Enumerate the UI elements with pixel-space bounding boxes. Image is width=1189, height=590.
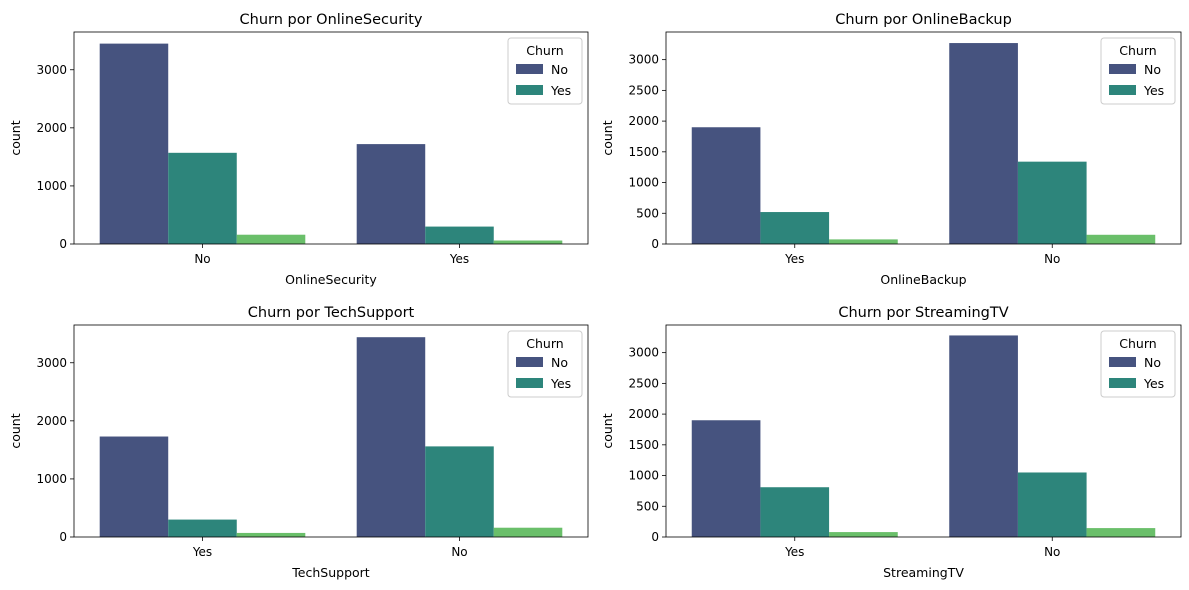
legend-label-yes: Yes (550, 376, 571, 391)
legend-title: Churn (526, 336, 563, 351)
chart-panel-3: Yes No 0 1000 2000 3000 Churn por TechSupport T… (8, 305, 589, 580)
chart-panel-4: Yes No 0 500 1000 1500 2000 2500 3000 Churn por S… (600, 305, 1182, 580)
legend-label-no: No (551, 62, 568, 77)
x-tick-label: Yes (192, 545, 212, 559)
legend: Churn No Yes (507, 330, 583, 398)
x-tick-label: Yes (784, 252, 804, 266)
x-axis-label: OnlineSecurity (285, 272, 377, 287)
y-tick-label: 1000 (628, 176, 659, 190)
legend-swatch-no (516, 64, 543, 74)
bar-no-yes (691, 420, 761, 537)
y-tick-label: 2000 (628, 114, 659, 128)
x-axis-label: OnlineBackup (880, 272, 966, 287)
y-tick-label: 1000 (628, 469, 659, 483)
legend-swatch-no (1109, 64, 1136, 74)
y-axis-label: count (8, 120, 23, 155)
bar-series-3-no (1086, 528, 1156, 537)
plot-frame (665, 31, 1182, 245)
chart-title: Churn por OnlineSecurity (240, 12, 423, 28)
y-tick-label: 0 (59, 237, 67, 251)
chart-panel-1: No Yes 0 1000 2000 3000 Churn por OnlineSecuri… (8, 12, 589, 287)
legend-swatch-yes (1109, 378, 1136, 388)
legend: Churn No Yes (507, 37, 583, 105)
y-tick-label: 500 (636, 206, 659, 220)
bar-no-yes (691, 127, 761, 244)
y-tick-label: 2500 (628, 376, 659, 390)
legend-title: Churn (1119, 336, 1156, 351)
y-tick-label: 1000 (36, 179, 67, 193)
legend-label-yes: Yes (1143, 83, 1164, 98)
bar-yes-no (168, 152, 237, 244)
bar-yes-yes (168, 519, 237, 537)
bar-series-3-no (236, 234, 306, 244)
bar-no-no (99, 43, 169, 245)
x-axis-label: StreamingTV (883, 565, 964, 580)
bar-series-3-no (493, 527, 563, 537)
x-tick-label: No (194, 252, 210, 266)
legend-swatch-yes (516, 378, 543, 388)
legend-title: Churn (526, 43, 563, 58)
bar-yes-yes (760, 487, 830, 537)
y-axis-label: count (600, 413, 615, 448)
plot-frame (73, 324, 589, 538)
bar-no-yes (99, 436, 169, 537)
y-tick-label: 3000 (36, 356, 67, 370)
bar-yes-no (425, 446, 494, 537)
bar-no-yes (356, 144, 426, 244)
x-tick-label: No (451, 545, 467, 559)
plot-frame (665, 324, 1182, 538)
legend-label-no: No (1144, 355, 1161, 370)
legend-swatch-yes (516, 85, 543, 95)
bar-yes-yes (760, 212, 830, 244)
y-tick-label: 2000 (36, 121, 67, 135)
legend-label-yes: Yes (1143, 376, 1164, 391)
legend: Churn No Yes (1100, 37, 1176, 105)
x-tick-label: Yes (449, 252, 469, 266)
legend-label-yes: Yes (550, 83, 571, 98)
y-tick-label: 1000 (36, 472, 67, 486)
x-tick-label: Yes (784, 545, 804, 559)
x-axis-label: TechSupport (291, 565, 370, 580)
bar-series-3-yes (829, 532, 898, 537)
legend-swatch-no (1109, 357, 1136, 367)
y-tick-label: 500 (636, 499, 659, 513)
y-tick-label: 0 (59, 530, 67, 544)
y-tick-label: 3000 (628, 53, 659, 67)
chart-title: Churn por TechSupport (248, 305, 415, 321)
legend-swatch-yes (1109, 85, 1136, 95)
y-tick-label: 1500 (628, 145, 659, 159)
legend-title: Churn (1119, 43, 1156, 58)
legend: Churn No Yes (1100, 330, 1176, 398)
y-tick-label: 2500 (628, 83, 659, 97)
bar-series-3-yes (236, 532, 306, 537)
chart-title: Churn por OnlineBackup (835, 12, 1012, 28)
bar-yes-no (1017, 472, 1087, 537)
y-axis-label: count (600, 120, 615, 155)
bar-yes-no (1017, 161, 1087, 244)
y-axis-label: count (8, 413, 23, 448)
chart-title: Churn por StreamingTV (838, 305, 1008, 321)
bar-series-3-no (1086, 234, 1156, 244)
x-tick-label: No (1044, 545, 1060, 559)
legend-label-no: No (551, 355, 568, 370)
bar-yes-yes (425, 226, 494, 244)
x-tick-label: No (1044, 252, 1060, 266)
y-tick-label: 2000 (628, 407, 659, 421)
y-tick-label: 3000 (628, 346, 659, 360)
y-tick-label: 0 (651, 237, 659, 251)
bar-no-no (949, 43, 1018, 245)
chart-panel-2: Yes No 0 500 1000 1500 2000 2500 3000 Churn por O… (600, 12, 1182, 287)
y-tick-label: 2000 (36, 414, 67, 428)
legend-swatch-no (516, 357, 543, 367)
bar-no-no (949, 335, 1018, 537)
y-tick-label: 0 (651, 530, 659, 544)
bar-no-no (356, 337, 426, 537)
bar-series-3-yes (493, 240, 563, 244)
y-tick-label: 1500 (628, 438, 659, 452)
bar-series-3-yes (829, 239, 898, 244)
plot-frame (73, 31, 589, 245)
legend-label-no: No (1144, 62, 1161, 77)
y-tick-label: 3000 (36, 63, 67, 77)
